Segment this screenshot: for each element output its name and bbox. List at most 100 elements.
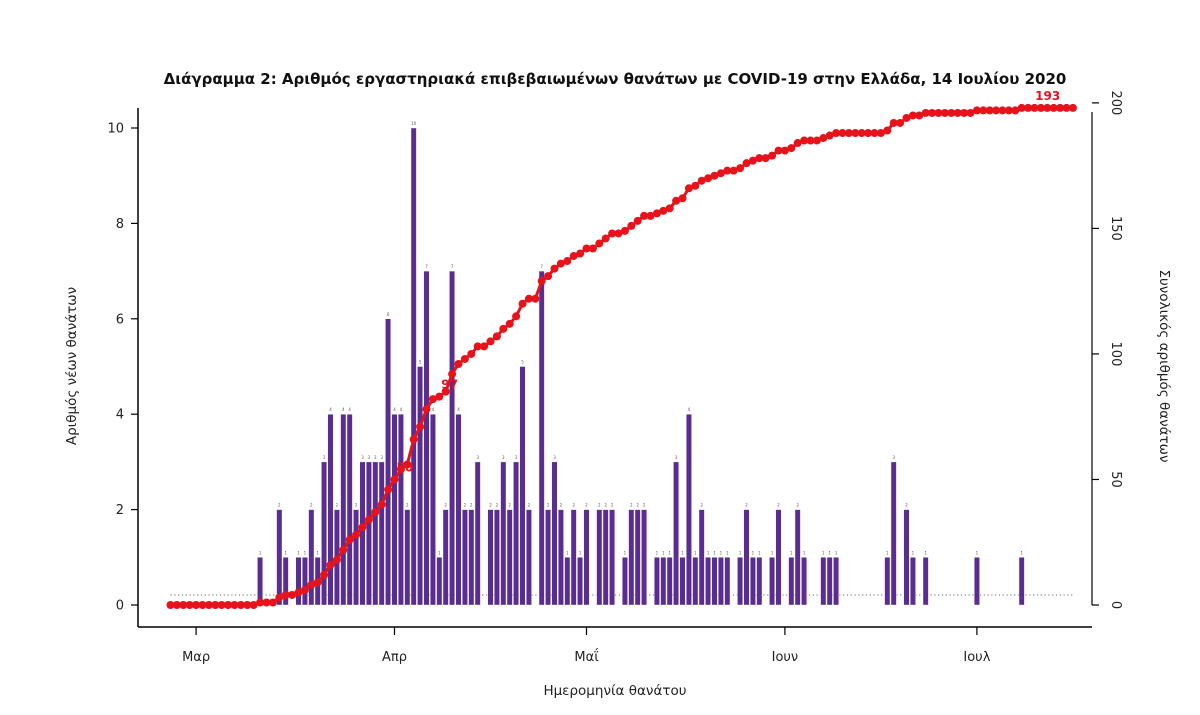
bar-value-label: 3 xyxy=(374,455,377,460)
y-tick-label-left: 6 xyxy=(116,312,124,327)
y-tick-label-left: 4 xyxy=(116,408,124,423)
cumulative-point xyxy=(691,181,700,190)
bar xyxy=(833,557,840,606)
cumulative-point xyxy=(518,299,527,308)
cumulative-point xyxy=(339,545,348,554)
bar xyxy=(276,509,283,606)
cumulative-point xyxy=(217,601,226,609)
bar-value-label: 3 xyxy=(323,455,326,460)
cumulative-point xyxy=(499,324,508,333)
bar-value-label: 1 xyxy=(694,550,697,555)
cumulative-point xyxy=(1062,103,1071,112)
bar-value-label: 2 xyxy=(547,503,550,508)
cumulative-point xyxy=(416,422,425,431)
bar xyxy=(487,509,494,606)
cumulative-point xyxy=(569,252,578,261)
bar xyxy=(404,509,411,606)
cumulative-point xyxy=(358,523,367,532)
cumulative-point xyxy=(947,108,956,117)
bar xyxy=(257,557,263,606)
cumulative-point xyxy=(576,249,585,258)
cumulative-point xyxy=(704,174,713,183)
bar-value-label: 1 xyxy=(297,550,300,555)
bar xyxy=(321,461,327,606)
cumulative-point xyxy=(531,294,540,303)
bar-value-label: 1 xyxy=(579,550,582,555)
cumulative-point xyxy=(294,588,303,597)
cumulative-point xyxy=(281,590,290,599)
bar xyxy=(430,414,436,606)
cumulative-point xyxy=(716,169,725,178)
bar xyxy=(378,461,385,606)
chart-title: Διάγραμμα 2: Αριθμός εργαστηριακά επιβεβ… xyxy=(164,70,1067,88)
y-tick-label-right: 0 xyxy=(1108,601,1123,609)
cumulative-point xyxy=(1043,103,1052,112)
bar-value-label: 4 xyxy=(688,407,691,412)
cumulative-point xyxy=(390,475,399,484)
bar-value-label: 2 xyxy=(508,503,511,508)
cumulative-point xyxy=(288,590,297,599)
bar-value-label: 4 xyxy=(329,407,332,412)
y-axis-left-label: Αριθμός νέων θανάτων xyxy=(64,287,80,445)
cumulative-point xyxy=(1036,103,1045,112)
bar-value-label: 3 xyxy=(553,455,556,460)
cumulative-point xyxy=(672,196,681,205)
bar xyxy=(449,270,455,606)
cumulative-point xyxy=(614,229,623,238)
bar-value-label: 2 xyxy=(585,503,588,508)
bar xyxy=(366,461,372,606)
bar xyxy=(417,366,423,606)
bar-value-label: 1 xyxy=(752,550,755,555)
bar-value-label: 1 xyxy=(259,550,262,555)
cumulative-point xyxy=(595,239,604,248)
bar-value-label: 2 xyxy=(496,503,499,508)
cumulative-point xyxy=(960,108,969,117)
bar xyxy=(462,509,468,606)
cumulative-point xyxy=(435,392,444,401)
bar-value-label: 4 xyxy=(348,407,351,412)
bar xyxy=(737,557,744,606)
bar xyxy=(910,557,916,606)
cumulative-point xyxy=(179,601,188,609)
cumulative-point xyxy=(684,184,693,193)
cumulative-point xyxy=(627,221,636,230)
cumulative-point xyxy=(448,370,457,379)
cumulative-point xyxy=(966,108,975,117)
bar-value-label: 5 xyxy=(419,360,422,365)
bar xyxy=(884,557,891,606)
cumulative-point xyxy=(902,113,911,122)
bar-value-label: 3 xyxy=(361,455,364,460)
cumulative-point xyxy=(851,129,860,138)
bar xyxy=(686,414,692,606)
bar-value-label: 3 xyxy=(502,455,505,460)
cumulative-point xyxy=(467,349,476,358)
bar xyxy=(385,318,391,606)
x-tick-label: Ιουν xyxy=(772,650,799,665)
bar xyxy=(756,557,763,606)
cumulative-point xyxy=(377,500,386,509)
cumulative-point xyxy=(384,485,393,494)
bar xyxy=(353,509,359,606)
bar-value-label: 1 xyxy=(656,550,659,555)
x-axis-label: Ημερομηνία θανάτου xyxy=(543,683,686,699)
cumulative-point xyxy=(1017,103,1026,112)
bar xyxy=(673,461,680,606)
bar-value-label: 1 xyxy=(713,550,716,555)
cumulative-point xyxy=(748,156,757,165)
cumulative-point xyxy=(1049,103,1058,112)
cumulative-point xyxy=(204,601,213,609)
bar xyxy=(698,509,705,606)
cumulative-point xyxy=(864,129,873,138)
cumulative-point xyxy=(582,244,591,253)
cumulative-point xyxy=(492,332,501,341)
cumulative-point xyxy=(768,151,777,160)
bar-value-label: 1 xyxy=(726,550,729,555)
cumulative-point xyxy=(755,154,764,163)
cumulative-point xyxy=(307,580,316,589)
bar-value-label: 1 xyxy=(835,550,838,555)
bar-value-label: 3 xyxy=(380,455,383,460)
bar-value-label: 2 xyxy=(470,503,473,508)
bar xyxy=(359,461,366,606)
annotation-label: 50 xyxy=(397,460,414,474)
